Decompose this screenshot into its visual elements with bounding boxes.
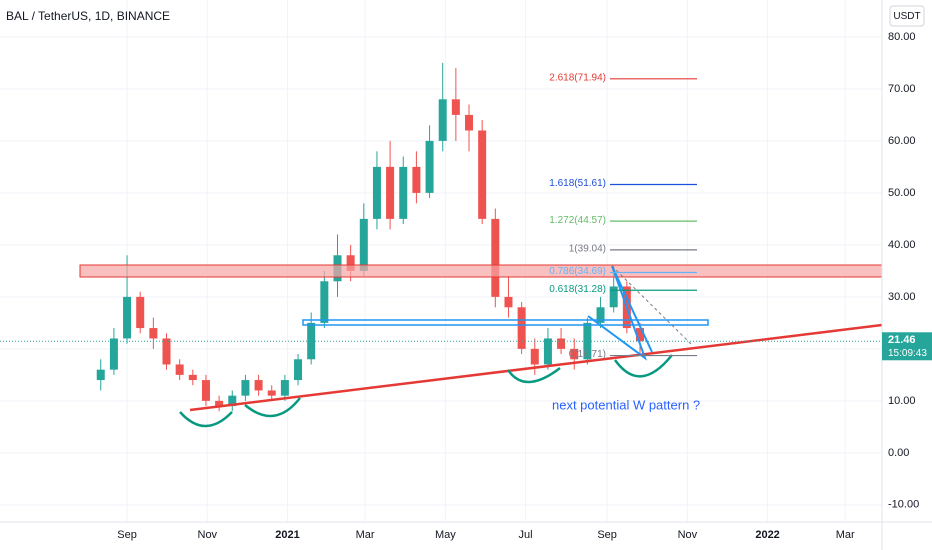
candle-body [596,307,605,323]
currency: USDT [893,11,920,22]
last-price-badge [882,332,932,361]
fib-label: 1(39.04) [569,244,606,255]
candle-body [123,296,132,339]
candle-body [307,322,316,360]
candle-body [438,99,447,141]
candle-body [359,218,368,271]
candle-body [162,338,171,365]
candle-body [228,395,237,407]
candle-body [451,99,460,115]
trend-line [189,323,883,412]
candle-body [517,307,526,349]
marks [96,62,644,412]
pattern-curve [506,367,561,384]
y-tick-label: 70.00 [888,83,916,95]
candle-body [346,255,355,271]
currency-badge [889,5,925,27]
y-tick-label: 80.00 [888,31,916,43]
candle-body [320,281,329,323]
projection-line [611,265,693,346]
pattern-line [587,265,653,361]
x-tick-label: Mar [836,529,855,541]
x-tick-label: 2021 [275,529,299,541]
x-tick-label: Sep [597,529,617,541]
candle-body [570,348,579,360]
y-tick-label: 30.00 [888,291,916,303]
candle-body [425,140,434,193]
candle-body [254,380,263,391]
last-price: 21.46 [888,334,916,346]
candle-body [294,359,303,381]
x-tick-label: Nov [678,529,698,541]
candle-body [491,218,500,297]
pattern-curve [613,354,673,378]
candle-body [609,286,618,308]
candle-body [201,380,210,401]
fib-label: 2.618(71.94) [549,72,606,83]
y-tick-label: 40.00 [888,239,916,251]
candle-body [149,328,158,339]
candle-body [136,296,145,329]
candle-body [215,400,224,407]
candle-body [557,338,566,349]
candle-body [583,322,592,360]
candle-body [465,114,474,131]
fib-label: 0(18.71) [569,349,606,360]
candle-body [109,338,118,370]
y-tick-label: 50.00 [888,187,916,199]
candle-body [530,348,539,365]
x-tick-label: May [435,529,456,541]
candle-body [175,364,184,375]
y-tick-label: 10.00 [888,395,916,407]
chart-title: BAL / TetherUS, 1D, BINANCE [6,9,170,23]
y-tick-label: 0.00 [888,447,909,459]
candle-body [241,380,250,396]
support-zone [302,319,709,326]
annotation: next potential W pattern ? [552,397,700,412]
candle-body [267,390,276,396]
y-tick-label: -10.00 [888,499,919,511]
candle-body [504,296,513,308]
x-tick-label: Sep [117,529,137,541]
resistance-zone [79,264,883,278]
candle-body [96,369,105,381]
drawings [79,264,883,428]
candle-body [399,166,408,219]
candle-body [188,374,197,381]
candle-body [412,166,421,193]
x-tick-label: Mar [356,529,375,541]
x-tick-label: 2022 [755,529,779,541]
candle-body [635,328,644,342]
candle-body [543,338,552,365]
candle-body [478,130,487,219]
x-tick-label: Jul [519,529,533,541]
pattern-curve [179,411,233,428]
candle-body [280,380,289,396]
countdown: 15:09:43 [888,348,927,359]
candle-body [372,166,381,219]
candle-body [386,166,395,219]
fib-label: 0.618(31.28) [549,284,606,295]
x-tick-label: Nov [198,529,218,541]
fib-label: 1.272(44.57) [549,215,606,226]
pattern-curve [244,397,301,418]
fib-label: 1.618(51.61) [549,178,606,189]
y-tick-label: 60.00 [888,135,916,147]
fib-label: 0.786(34.69) [549,266,606,277]
